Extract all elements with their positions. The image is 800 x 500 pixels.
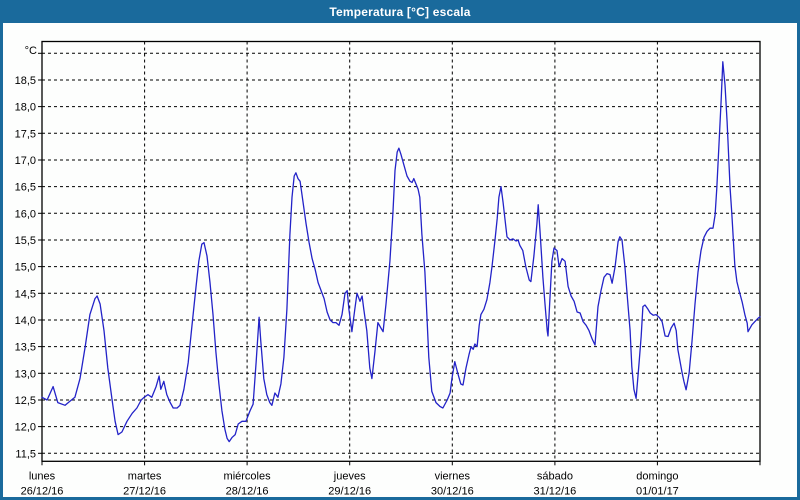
gridlines (42, 41, 760, 462)
day-date-label: 01/01/17 (636, 486, 679, 498)
y-tick-label: 15,5 (15, 235, 36, 247)
chart-area: 18,5 18,0 17,5 17,0 16,5 16,0 15,5 15,0 14,5 14,0… (3, 23, 797, 497)
day-name-label: martes (128, 471, 162, 483)
day-date-label: 31/12/16 (533, 486, 576, 498)
y-tick-label: 15,0 (15, 262, 36, 274)
day-date-label: 29/12/16 (328, 486, 371, 498)
y-tick-label: 12,5 (15, 395, 36, 407)
day-name-label: miércoles (224, 471, 272, 483)
plot-border (41, 40, 761, 462)
y-axis-labels: 18,5 18,0 17,5 17,0 16,5 16,0 15,5 15,0 14,5 14,0… (15, 45, 37, 460)
y-tick-label: 17,5 (15, 128, 36, 140)
day-name-label: jueves (333, 471, 366, 483)
y-tick-label: 16,5 (15, 182, 36, 194)
day-date-label: 26/12/16 (21, 486, 64, 498)
y-tick-label: 16,0 (15, 208, 36, 220)
window-title: Temperatura [°C] escala (329, 5, 471, 19)
y-tick-label: 12,0 (15, 422, 36, 434)
day-name-label: domingo (636, 471, 678, 483)
y-tick-label: 14,0 (15, 315, 36, 327)
y-tick-label: 13,5 (15, 342, 36, 354)
day-name-label: viernes (435, 471, 471, 483)
temperature-line (41, 61, 761, 443)
day-name-label: sábado (537, 471, 573, 483)
y-tick-label: 18,5 (15, 75, 36, 87)
day-name-label: lunes (29, 471, 56, 483)
day-date-label: 27/12/16 (123, 486, 166, 498)
title-bar: Temperatura [°C] escala (3, 3, 797, 23)
temperature-line-chart: 18,5 18,0 17,5 17,0 16,5 16,0 15,5 15,0 14,5 14,0… (15, 40, 761, 498)
y-tick-label: 17,0 (15, 155, 36, 167)
y-tick-label: 14,5 (15, 288, 36, 300)
y-unit-label: °C (25, 45, 37, 57)
y-tick-label: 11,5 (15, 448, 36, 460)
x-axis-labels: lunes 26/12/16 martes 27/12/16 miércoles 28/1… (21, 471, 679, 498)
day-date-label: 28/12/16 (226, 486, 269, 498)
y-tick-label: 13,0 (15, 368, 36, 380)
day-date-label: 30/12/16 (431, 486, 474, 498)
axis-ticks (38, 52, 761, 466)
y-tick-label: 18,0 (15, 102, 36, 114)
